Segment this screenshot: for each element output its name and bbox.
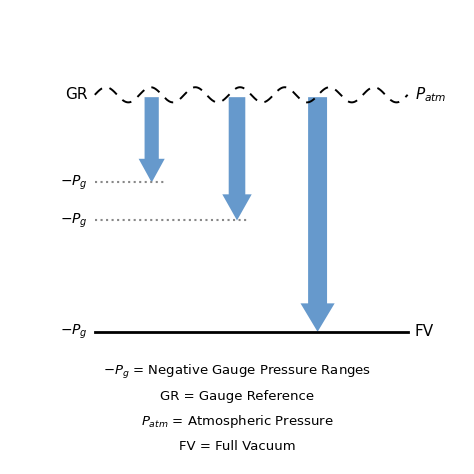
Text: $P_{atm}$: $P_{atm}$: [415, 85, 447, 104]
Text: FV: FV: [415, 324, 434, 339]
FancyArrow shape: [138, 97, 165, 182]
Text: GR = Gauge Reference: GR = Gauge Reference: [160, 390, 314, 403]
Text: $P_{atm}$ = Atmospheric Pressure: $P_{atm}$ = Atmospheric Pressure: [141, 413, 333, 430]
Text: $-P_g$: $-P_g$: [60, 211, 88, 229]
Text: GR: GR: [65, 87, 88, 102]
Text: $-P_g$: $-P_g$: [60, 323, 88, 341]
Text: $-P_g$: $-P_g$: [60, 173, 88, 191]
Text: $-P_g$ = Negative Gauge Pressure Ranges: $-P_g$ = Negative Gauge Pressure Ranges: [103, 363, 371, 381]
Text: FV = Full Vacuum: FV = Full Vacuum: [179, 439, 295, 453]
FancyArrow shape: [222, 97, 252, 220]
FancyArrow shape: [301, 97, 335, 332]
